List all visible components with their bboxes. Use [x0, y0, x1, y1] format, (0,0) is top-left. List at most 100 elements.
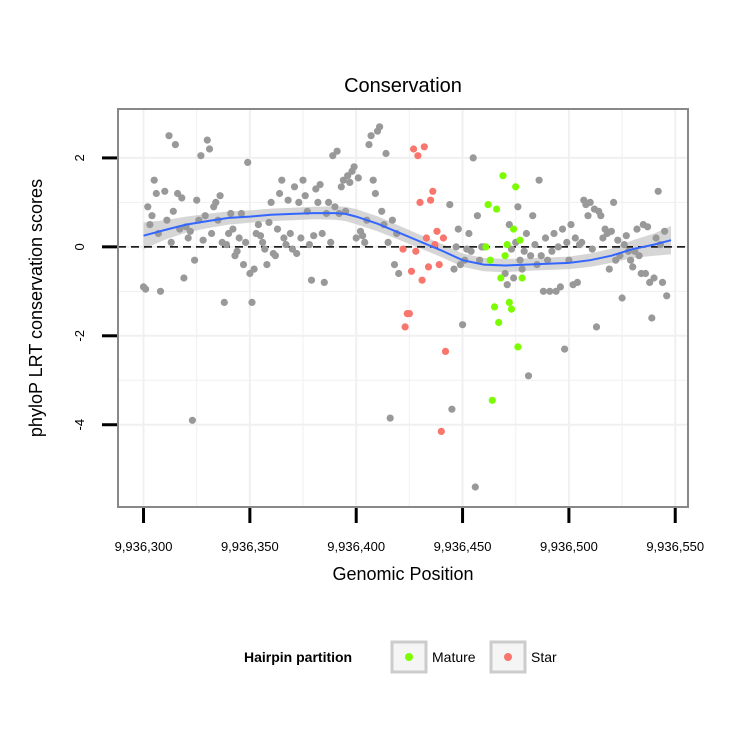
- plot-panel: [118, 109, 688, 507]
- y-tick-label: -4: [72, 419, 87, 431]
- data-point: [376, 123, 384, 131]
- data-point: [293, 249, 301, 258]
- legend-item-mature: Mature: [390, 640, 476, 674]
- data-point-mature: [516, 236, 524, 244]
- legend-label-star: Star: [531, 649, 557, 665]
- data-point: [301, 192, 309, 200]
- data-point: [222, 241, 231, 249]
- data-point-star: [439, 234, 447, 242]
- data-point: [367, 132, 375, 140]
- data-point: [539, 287, 548, 295]
- data-point: [388, 216, 396, 224]
- data-point: [180, 274, 188, 282]
- data-point: [199, 236, 207, 244]
- data-point: [327, 238, 335, 246]
- data-point: [459, 321, 467, 329]
- data-point: [505, 221, 513, 229]
- data-point-mature: [512, 183, 520, 191]
- data-point-star: [435, 261, 443, 269]
- data-point: [146, 221, 154, 229]
- panel-border: [117, 108, 689, 508]
- data-point: [369, 176, 377, 184]
- data-point: [212, 198, 220, 206]
- data-point: [242, 238, 250, 246]
- legend-swatch-star: [504, 653, 512, 661]
- legend-item-star: Star: [489, 640, 557, 674]
- legend-swatch-mature: [405, 653, 413, 661]
- data-point: [471, 483, 479, 491]
- data-point: [390, 261, 399, 269]
- data-point: [148, 212, 156, 220]
- data-point: [316, 181, 324, 189]
- legend-title: Hairpin partition: [244, 649, 352, 665]
- data-point: [465, 229, 473, 238]
- data-point: [563, 238, 571, 246]
- data-point-mature: [497, 274, 505, 282]
- data-point: [567, 221, 575, 229]
- data-point: [663, 292, 671, 300]
- data-point: [197, 152, 205, 160]
- data-point: [531, 241, 539, 249]
- data-point: [156, 287, 165, 295]
- data-point-mature: [514, 343, 522, 351]
- data-point: [520, 247, 528, 255]
- data-point-star: [405, 310, 413, 318]
- data-point: [186, 227, 194, 235]
- data-point: [165, 132, 173, 140]
- data-point: [612, 256, 620, 264]
- data-point: [297, 234, 305, 242]
- y-axis-title: phyloP LRT conservation scores: [26, 179, 46, 437]
- x-tick-label: 9,936,550: [646, 539, 704, 554]
- data-point: [282, 241, 290, 249]
- data-point: [208, 229, 216, 238]
- data-point: [203, 136, 211, 144]
- data-point: [550, 229, 558, 238]
- data-point: [599, 234, 607, 242]
- data-point: [248, 298, 256, 306]
- data-point: [337, 183, 345, 191]
- data-point-mature: [505, 298, 513, 306]
- data-point: [535, 176, 543, 184]
- data-point: [267, 198, 275, 206]
- data-point: [646, 278, 654, 286]
- data-point-mature: [518, 274, 526, 282]
- data-point: [276, 189, 284, 198]
- data-point: [509, 274, 518, 282]
- data-point: [359, 232, 367, 240]
- data-point: [452, 243, 460, 251]
- data-point: [650, 274, 658, 282]
- data-point: [201, 212, 209, 220]
- data-point-star: [416, 198, 424, 206]
- data-point: [305, 241, 313, 249]
- y-tick-label: 2: [72, 154, 87, 161]
- scatter-points-layer: [139, 123, 671, 491]
- data-point: [456, 261, 464, 269]
- data-point-star: [399, 245, 407, 253]
- data-point-star: [437, 427, 445, 435]
- data-point: [307, 276, 316, 284]
- data-point: [152, 189, 160, 198]
- data-point: [339, 176, 347, 184]
- data-point: [644, 223, 652, 231]
- data-point: [571, 234, 579, 242]
- smooth-line-layer: [143, 212, 672, 267]
- data-point: [312, 185, 320, 193]
- data-point-star: [424, 263, 433, 271]
- confidence-band-layer: [143, 206, 671, 273]
- data-point: [454, 225, 462, 233]
- data-point: [386, 414, 394, 422]
- data-point-star: [412, 247, 420, 255]
- x-tick-label: 9,936,350: [221, 539, 279, 554]
- data-point: [395, 269, 403, 278]
- data-point: [450, 265, 458, 273]
- data-point: [278, 176, 286, 184]
- data-point: [552, 287, 560, 295]
- data-point: [584, 212, 592, 220]
- data-point: [501, 269, 509, 278]
- data-point: [261, 245, 269, 253]
- data-point: [378, 207, 386, 215]
- data-point-star: [418, 276, 426, 284]
- data-point: [161, 187, 169, 195]
- data-point-star: [433, 227, 441, 235]
